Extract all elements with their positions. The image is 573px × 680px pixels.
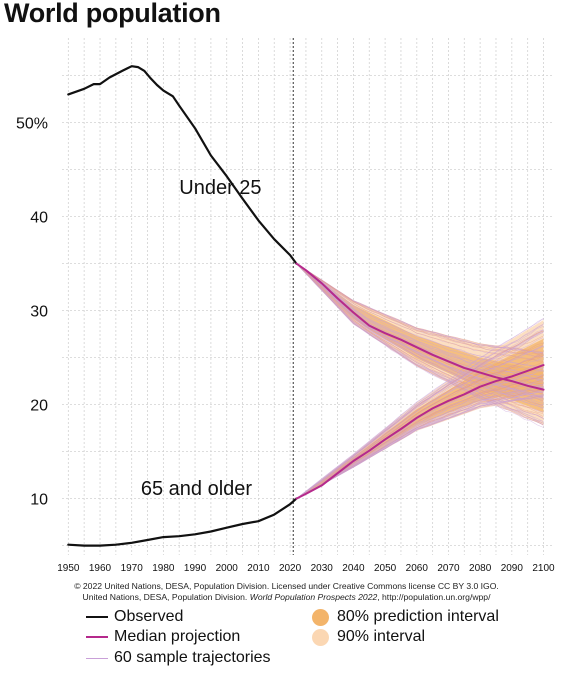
annotation-label: 65 and older bbox=[141, 478, 253, 500]
x-tick-label: 1990 bbox=[184, 563, 207, 574]
legend-observed-label: Observed bbox=[114, 608, 184, 625]
y-tick-label: 10 bbox=[30, 492, 48, 509]
sample-trajectory bbox=[296, 335, 544, 499]
under-25-observed-line bbox=[67, 65, 298, 265]
legend-median-swatch bbox=[86, 636, 108, 638]
sample-trajectory bbox=[296, 342, 544, 499]
sample-trajectory bbox=[296, 324, 544, 499]
x-tick-label: 1960 bbox=[89, 563, 112, 574]
x-tick-label: 1950 bbox=[57, 563, 80, 574]
x-tick-label: 2040 bbox=[342, 563, 365, 574]
sample-trajectory bbox=[296, 263, 544, 384]
y-tick-label: 40 bbox=[30, 210, 48, 227]
x-tick-label: 2000 bbox=[216, 563, 239, 574]
sample-trajectory bbox=[296, 263, 544, 428]
sample-trajectory bbox=[296, 395, 544, 499]
x-tick-label: 2020 bbox=[279, 563, 302, 574]
legend-pi80-swatch bbox=[312, 608, 329, 626]
x-tick-label: 2010 bbox=[247, 563, 270, 574]
series-lines bbox=[67, 65, 545, 547]
legend-median: Median projection bbox=[86, 628, 240, 646]
x-tick-label: 1980 bbox=[152, 563, 175, 574]
sample-trajectory bbox=[296, 263, 544, 398]
sample-trajectory bbox=[296, 318, 544, 499]
x-tick-label: 2050 bbox=[374, 563, 397, 574]
y-tick-label: 20 bbox=[30, 398, 48, 415]
legend-pi90-swatch bbox=[312, 628, 329, 646]
credit-org: United Nations, DESA, Population Divisio… bbox=[82, 592, 248, 602]
sample-trajectory bbox=[296, 263, 544, 369]
legend-pi80-label: 80% prediction interval bbox=[337, 608, 499, 625]
legend-samples-swatch bbox=[86, 657, 108, 659]
annotations: Under 25 65 and older bbox=[141, 177, 262, 500]
credit-url: , http://population.un.org/wpp/ bbox=[377, 592, 491, 602]
sample-trajectory bbox=[296, 263, 544, 357]
sample-trajectory bbox=[296, 263, 544, 424]
x-tick-label: 2090 bbox=[501, 563, 524, 574]
legend-samples-label: 60 sample trajectories bbox=[114, 649, 271, 666]
sample-trajectory bbox=[296, 381, 544, 499]
y-tick-label: 50% bbox=[16, 116, 48, 133]
legend-observed: Observed bbox=[86, 608, 183, 626]
annotation-label: Under 25 bbox=[179, 177, 261, 199]
sample-trajectory bbox=[296, 263, 544, 369]
x-tick-label: 2030 bbox=[311, 563, 334, 574]
sample-trajectory bbox=[296, 337, 544, 499]
credit-line-1: © 2022 United Nations, DESA, Population … bbox=[74, 581, 499, 591]
sample-trajectory bbox=[296, 383, 544, 499]
legend-pi90: 90% interval bbox=[312, 628, 425, 646]
credit-line-2: United Nations, DESA, Population Divisio… bbox=[0, 592, 573, 602]
x-tick-label: 2080 bbox=[469, 563, 492, 574]
grid-lines bbox=[62, 38, 553, 555]
x-tick-label: 2100 bbox=[532, 563, 555, 574]
legend-pi80: 80% prediction interval bbox=[312, 608, 499, 626]
sample-trajectories bbox=[296, 263, 544, 499]
65-and-older-observed-line bbox=[67, 497, 298, 547]
chart-title: World population bbox=[4, 0, 221, 28]
credit-publication: World Population Prospects 2022 bbox=[249, 592, 378, 602]
y-tick-labels: 50% 40 30 20 10 bbox=[16, 116, 48, 509]
x-tick-label: 2070 bbox=[437, 563, 460, 574]
65-and-older-median-line bbox=[295, 364, 545, 500]
sample-trajectory bbox=[296, 263, 544, 406]
sample-trajectory bbox=[296, 391, 544, 499]
legend-observed-swatch bbox=[86, 616, 108, 618]
legend-pi90-label: 90% interval bbox=[337, 628, 426, 645]
sample-trajectory bbox=[296, 331, 544, 499]
x-tick-label: 2060 bbox=[406, 563, 429, 574]
legend-median-label: Median projection bbox=[114, 628, 241, 645]
legend-samples: 60 sample trajectories bbox=[86, 649, 271, 667]
x-tick-label: 1970 bbox=[121, 563, 144, 574]
y-tick-label: 30 bbox=[30, 304, 48, 321]
sample-trajectory bbox=[296, 329, 544, 499]
sample-trajectory bbox=[296, 344, 544, 499]
x-tick-labels: 1950 1960 1970 1980 1990 2000 2010 2020 2030 2040… bbox=[57, 563, 555, 574]
